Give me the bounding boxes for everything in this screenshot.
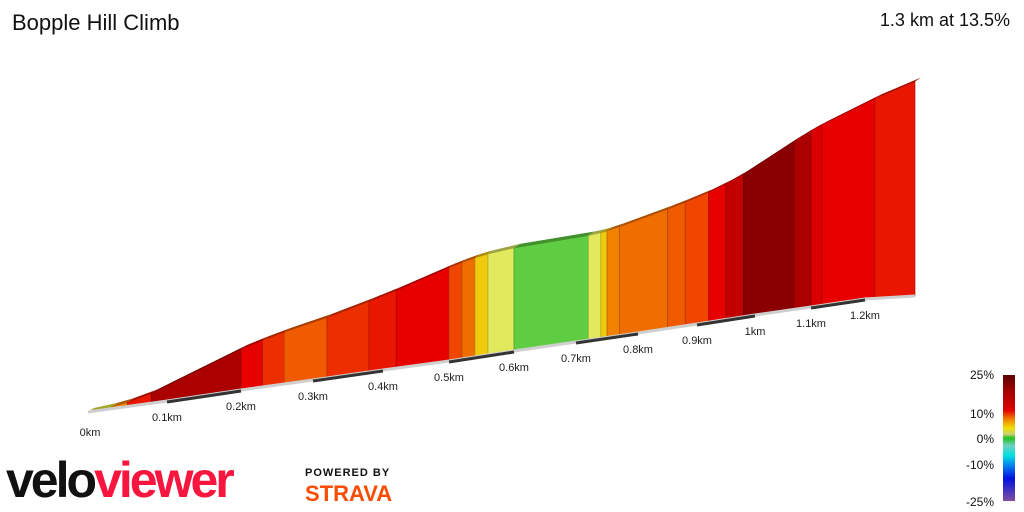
- gradient-segment: [150, 348, 242, 404]
- x-tick-label: 1.2km: [850, 310, 880, 322]
- segment-summary: 1.3 km at 13.5%: [879, 10, 1010, 30]
- gradient-segment: [667, 201, 686, 329]
- legend-tick: -10%: [965, 458, 994, 472]
- gradient-segment: [810, 124, 823, 308]
- x-tick-label: 1.1km: [796, 318, 826, 330]
- segment-top-surface: [821, 94, 881, 125]
- segment-top-surface: [284, 313, 333, 333]
- segment-top-surface: [514, 231, 595, 248]
- distance-scale-bar: [696, 314, 756, 327]
- gradient-segment: [283, 317, 328, 385]
- segment-top-surface: [241, 336, 269, 350]
- distance-scale-bar: [810, 298, 866, 310]
- gradient-segment: [513, 235, 589, 352]
- segment-top-surface: [667, 198, 692, 210]
- segment-top-surface: [262, 328, 291, 341]
- legend-tick: 0%: [976, 432, 994, 446]
- segment-top-surface: [600, 226, 613, 233]
- gradient-segment: [600, 230, 608, 339]
- distance-scale-bar: [448, 350, 515, 364]
- x-tick-label: 0.3km: [298, 391, 328, 403]
- segment-top-surface: [488, 243, 520, 254]
- distance-scale-bar: [166, 389, 242, 404]
- segment-top-surface: [449, 258, 468, 268]
- segment-top-surface: [327, 297, 375, 318]
- gradient-color-scale: [1003, 375, 1015, 501]
- gradient-segment: [606, 226, 620, 338]
- gradient-segment: [474, 253, 489, 358]
- gradient-segment: [725, 173, 744, 320]
- legend-tick: 10%: [969, 407, 994, 421]
- gradient-segment: [262, 331, 285, 388]
- x-tick-label: 1km: [745, 326, 766, 338]
- segment-top-surface: [588, 228, 607, 236]
- gradient-segment: [743, 140, 795, 318]
- segment-top-surface: [726, 170, 750, 184]
- x-tick-label: 0.1km: [152, 412, 182, 424]
- gradient-segment: [874, 81, 916, 299]
- gradient-segment: [368, 289, 397, 373]
- segment-top-surface: [475, 249, 494, 258]
- x-tick-label: 0.5km: [434, 372, 464, 384]
- gradient-segment: [487, 247, 515, 356]
- x-tick-label: 0km: [80, 427, 101, 439]
- distance-scale-bar: [575, 332, 639, 345]
- gradient-segment: [821, 97, 876, 306]
- segment-title: Bopple Hill Climb: [12, 10, 180, 35]
- gradient-segment: [588, 232, 602, 341]
- segment-top-surface: [396, 263, 455, 291]
- x-tick-label: 0.7km: [561, 353, 591, 365]
- legend-tick: 25%: [969, 368, 994, 382]
- distance-scale-bar: [312, 369, 384, 383]
- gradient-segment: [708, 183, 727, 323]
- logo-viewer: viewer: [94, 452, 235, 508]
- segment-top-surface: [875, 77, 921, 99]
- legend-tick: -25%: [965, 495, 994, 509]
- segment-top-surface: [127, 389, 158, 403]
- gradient-segment: [448, 261, 463, 362]
- x-tick-label: 0.8km: [623, 344, 653, 356]
- segment-top-surface: [743, 136, 801, 175]
- gradient-segment: [793, 130, 812, 310]
- x-tick-label: 0.6km: [499, 362, 529, 374]
- gradient-segment: [461, 257, 476, 360]
- segment-top-surface: [619, 205, 674, 227]
- segment-top-surface: [369, 286, 403, 302]
- segment-top-surface: [111, 398, 134, 407]
- veloviewer-logo[interactable]: veloviewer: [6, 452, 235, 508]
- segment-top-surface: [462, 253, 481, 263]
- segment-top-surface: [151, 345, 247, 394]
- base-edge: [87, 294, 916, 414]
- x-tick-label: 0.2km: [226, 401, 256, 413]
- gradient-segment: [684, 191, 709, 327]
- x-tick-label: 0.4km: [368, 381, 398, 393]
- gradient-segment: [619, 208, 668, 337]
- segment-top-surface: [811, 120, 828, 131]
- segment-top-surface: [708, 179, 732, 193]
- strava-logo[interactable]: STRAVA: [305, 481, 393, 506]
- x-tick-label: 0.9km: [682, 335, 712, 347]
- gradient-segment: [326, 300, 370, 379]
- segment-top-surface: [685, 188, 715, 203]
- powered-by-label: POWERED BY: [305, 467, 391, 479]
- gradient-segment: [395, 267, 450, 369]
- segment-top-surface: [607, 222, 626, 231]
- logo-velo: velo: [6, 452, 97, 508]
